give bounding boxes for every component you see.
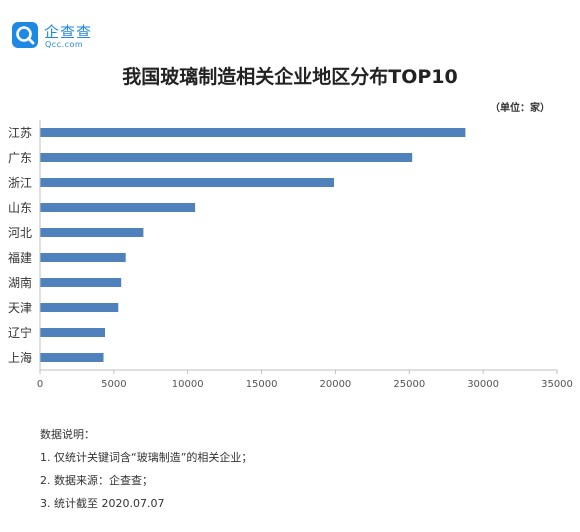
bar: [40, 178, 334, 187]
category-label: 福建: [8, 250, 32, 265]
x-tick-label: 20000: [319, 379, 351, 390]
data-notes: 数据说明： 1. 仅统计关键词含“玻璃制造”的相关企业； 2. 数据来源：企查查…: [40, 427, 252, 519]
bar: [40, 228, 144, 237]
bar: [40, 303, 119, 312]
chart-title: 我国玻璃制造相关企业地区分布TOP10: [122, 66, 458, 88]
category-label: 广东: [8, 151, 32, 165]
category-label: 河北: [8, 226, 32, 240]
x-tick-label: 0: [37, 379, 43, 390]
category-label: 浙江: [8, 176, 32, 190]
x-tick-label: 30000: [467, 379, 499, 390]
note-item: 2. 数据来源：企查查；: [40, 474, 153, 487]
category-label: 天津: [8, 301, 32, 315]
note-item: 1. 仅统计关键词含“玻璃制造”的相关企业；: [40, 451, 253, 464]
category-label: 山东: [8, 201, 32, 215]
bar: [40, 353, 104, 362]
category-label: 江苏: [8, 126, 32, 140]
category-label: 上海: [8, 350, 32, 365]
bar: [40, 278, 122, 287]
brand-name-en: Qcc.com: [45, 40, 84, 49]
brand-logo: 企查查 Qcc.com: [12, 20, 122, 52]
x-tick-label: 25000: [393, 379, 425, 390]
qcc-logo-icon: [12, 22, 38, 48]
note-item: 3. 统计截至 2020.07.07: [40, 497, 165, 510]
notes-heading: 数据说明：: [40, 428, 95, 441]
x-tick-label: 5000: [101, 379, 126, 390]
category-label: 辽宁: [8, 325, 32, 340]
brand-name-cn: 企查查: [44, 23, 93, 41]
category-label: 湖南: [8, 275, 32, 290]
x-tick-label: 35000: [541, 379, 573, 390]
unit-label: （单位：家）: [490, 103, 550, 114]
bar: [40, 328, 105, 337]
x-tick-label: 15000: [246, 379, 278, 390]
x-tick-label: 10000: [172, 379, 204, 390]
bar: [40, 203, 196, 212]
bar: [40, 128, 466, 137]
bar: [40, 153, 413, 162]
bar: [40, 253, 126, 262]
